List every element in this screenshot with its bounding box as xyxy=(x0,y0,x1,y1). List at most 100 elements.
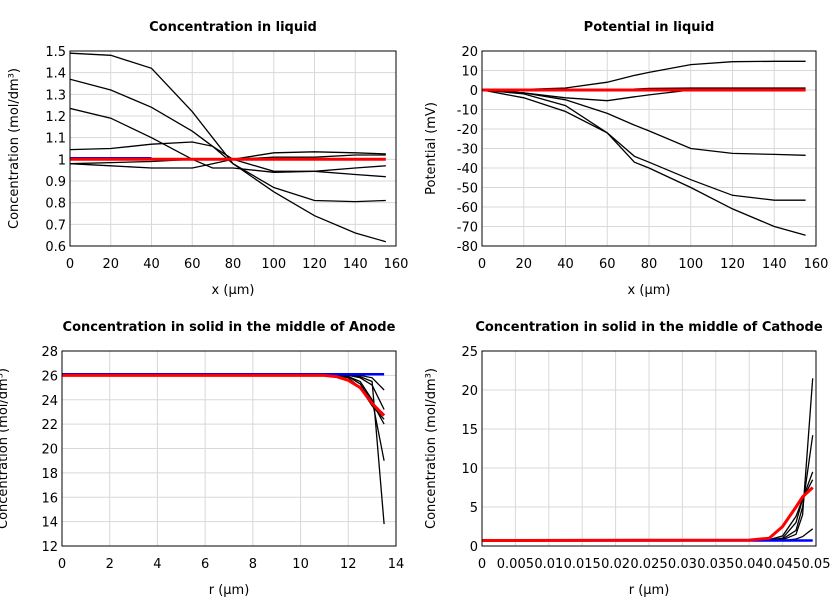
x-tick-label: 0.035 xyxy=(697,557,734,572)
y-tick-label: 15 xyxy=(461,423,478,438)
y-tick-label: 10 xyxy=(461,65,478,80)
x-tick-label: 140 xyxy=(762,257,787,272)
y-tick-label: 1.1 xyxy=(45,132,66,147)
plot-frame xyxy=(61,350,397,547)
x-tick-label: 0.02 xyxy=(601,557,630,572)
y-tick-label: 0.9 xyxy=(45,175,66,190)
series-line-8 xyxy=(62,373,386,417)
x-tick-label: 160 xyxy=(804,257,829,272)
y-axis-label: Concentration (mol/dm³) xyxy=(0,368,11,529)
x-axis-label: r (µm) xyxy=(629,583,670,598)
y-tick-label: 16 xyxy=(41,491,58,506)
x-tick-label: 0 xyxy=(66,257,74,272)
series-line-2 xyxy=(70,78,386,203)
x-tick-label: 40 xyxy=(143,257,160,272)
x-tick-label: 0.045 xyxy=(764,557,801,572)
y-tick-label: 20 xyxy=(461,384,478,399)
y-tick-label: 18 xyxy=(41,467,58,482)
x-axis-label: x (µm) xyxy=(628,283,671,298)
x-tick-label: 0 xyxy=(478,557,486,572)
series-line-1 xyxy=(62,374,385,525)
y-tick-label: -30 xyxy=(457,143,478,158)
x-tick-label: 2 xyxy=(106,557,114,572)
subplot-3: Concentration in solid in the middle of … xyxy=(0,320,404,598)
series-line-4 xyxy=(482,89,806,156)
x-tick-label: 120 xyxy=(302,257,327,272)
y-tick-label: 5 xyxy=(470,501,478,516)
x-tick-label: 0.015 xyxy=(564,557,601,572)
x-axis-label: x (µm) xyxy=(212,283,255,298)
y-tick-label: -50 xyxy=(457,182,478,197)
y-tick-label: 0.6 xyxy=(45,240,66,255)
series-line-5 xyxy=(70,151,386,169)
series-line-3 xyxy=(482,471,814,542)
series-line-4 xyxy=(70,141,386,178)
y-tick-label: 1.4 xyxy=(45,67,66,82)
x-tick-label: 0.01 xyxy=(534,557,563,572)
y-tick-label: 14 xyxy=(41,516,58,531)
y-tick-label: 0.8 xyxy=(45,197,66,212)
y-tick-label: -20 xyxy=(457,123,478,138)
series-line-4 xyxy=(482,479,814,542)
subplot-1: Concentration in liquid 0 20 40 60 80 100 120 14… xyxy=(7,20,408,298)
series-line-3 xyxy=(70,107,386,173)
y-tick-label: -80 xyxy=(457,240,478,255)
x-tick-label: 140 xyxy=(343,257,368,272)
chart-title: Potential in liquid xyxy=(584,20,715,35)
y-tick-label: 26 xyxy=(41,369,58,384)
x-tick-label: 0.05 xyxy=(802,557,831,572)
plot-frame xyxy=(481,350,817,547)
y-tick-label: 10 xyxy=(461,462,478,477)
x-tick-label: 0.03 xyxy=(668,557,697,572)
series-line-2 xyxy=(482,435,814,542)
x-tick-label: 10 xyxy=(292,557,309,572)
series-line-1 xyxy=(482,60,806,91)
x-tick-label: 100 xyxy=(678,257,703,272)
x-tick-label: 40 xyxy=(557,257,574,272)
y-tick-label: -60 xyxy=(457,201,478,216)
chart-title: Concentration in liquid xyxy=(149,20,317,35)
y-tick-label: -40 xyxy=(457,162,478,177)
y-tick-label: 20 xyxy=(461,45,478,60)
series-line-1 xyxy=(70,52,386,243)
x-tick-label: 80 xyxy=(225,257,242,272)
x-tick-label: 160 xyxy=(384,257,409,272)
x-tick-label: 100 xyxy=(261,257,286,272)
y-tick-label: 22 xyxy=(41,418,58,433)
series-line-6 xyxy=(482,89,806,236)
x-tick-label: 0 xyxy=(478,257,486,272)
x-tick-label: 4 xyxy=(153,557,161,572)
y-tick-label: 0 xyxy=(470,540,478,555)
y-tick-label: 0 xyxy=(470,84,478,99)
y-tick-label: 1.5 xyxy=(45,45,66,60)
chart-title: Concentration in solid in the middle of … xyxy=(475,320,823,335)
y-tick-label: 20 xyxy=(41,443,58,458)
y-tick-label: 1.2 xyxy=(45,110,66,125)
y-axis-label: Potential (mV) xyxy=(424,102,439,195)
x-tick-label: 20 xyxy=(102,257,119,272)
y-tick-label: 28 xyxy=(41,345,58,360)
series-line-1 xyxy=(482,378,814,542)
x-tick-label: 6 xyxy=(201,557,209,572)
chart-title: Concentration in solid in the middle of … xyxy=(63,320,396,335)
x-tick-label: 0.005 xyxy=(497,557,534,572)
y-tick-label: 1.3 xyxy=(45,88,66,103)
y-tick-label: -10 xyxy=(457,104,478,119)
y-tick-label: 0.7 xyxy=(45,218,66,233)
y-tick-label: -70 xyxy=(457,221,478,236)
series-line-4 xyxy=(62,374,385,420)
x-axis-label: r (µm) xyxy=(209,583,250,598)
x-tick-label: 20 xyxy=(515,257,532,272)
series-line-2 xyxy=(62,374,385,461)
plot-frame xyxy=(481,50,817,247)
x-tick-label: 12 xyxy=(340,557,357,572)
subplot-4: Concentration in solid in the middle of … xyxy=(424,320,830,598)
x-tick-label: 80 xyxy=(641,257,658,272)
x-tick-label: 60 xyxy=(184,257,201,272)
y-tick-label: 24 xyxy=(41,394,58,409)
y-tick-label: 25 xyxy=(461,345,478,360)
series-line-5 xyxy=(482,89,806,201)
y-tick-label: 12 xyxy=(41,540,58,555)
x-tick-label: 0 xyxy=(58,557,66,572)
